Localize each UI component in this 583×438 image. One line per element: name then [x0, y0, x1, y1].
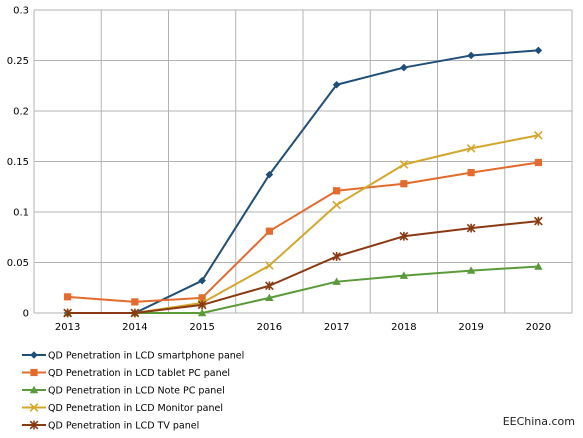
legend-marker	[29, 385, 39, 394]
legend-marker	[30, 368, 38, 377]
watermark: EEChina.com	[502, 415, 575, 428]
legend-marker	[29, 403, 39, 412]
x-tick-label: 2016	[257, 322, 282, 333]
data-point	[130, 308, 140, 318]
series-5	[63, 216, 543, 318]
data-point	[265, 261, 274, 270]
legend-marker	[29, 420, 39, 430]
data-point	[332, 200, 341, 210]
data-point	[534, 130, 543, 140]
data-point	[534, 158, 542, 167]
data-point	[131, 298, 139, 306]
data-point	[197, 308, 207, 317]
legend-label: QD Penetration in LCD Note PC panel	[48, 386, 225, 397]
data-point	[265, 227, 273, 235]
x-tick-label: 2017	[324, 322, 349, 333]
data-point	[534, 262, 543, 270]
data-point	[63, 308, 72, 318]
data-point	[466, 223, 476, 233]
data-point	[265, 281, 274, 291]
legend-item: QD Penetration in LCD TV panel	[22, 421, 199, 432]
data-point	[534, 216, 543, 226]
series-line	[67, 49, 539, 314]
legend: QD Penetration in LCD smartphone panel QD…	[22, 351, 244, 432]
y-tick-label: 0.1	[13, 208, 29, 219]
data-point	[198, 294, 206, 302]
legend-item: QD Penetration in LCD Note PC panel	[22, 386, 225, 397]
legend-label: QD Penetration in LCD Monitor panel	[48, 403, 223, 414]
y-tick-label: 0	[23, 309, 29, 320]
legend-item: QD Penetration in LCD tablet PC panel	[22, 368, 230, 379]
data-point	[400, 180, 408, 188]
data-point	[265, 170, 274, 179]
data-point	[399, 231, 409, 241]
x-tick-label: 2013	[55, 322, 80, 333]
series-line	[67, 220, 539, 314]
series-lines	[63, 46, 543, 318]
y-tick-label: 0.15	[7, 157, 29, 168]
data-point	[399, 271, 409, 279]
x-axis-ticks: 2013 2014 2015 2016 2017 2018 2019 2020	[55, 322, 551, 333]
data-point	[467, 169, 475, 177]
legend-marker	[30, 351, 38, 359]
data-point	[332, 252, 341, 261]
y-tick-label: 0.25	[7, 56, 29, 67]
gridlines	[33, 9, 573, 314]
data-point	[332, 277, 341, 285]
data-point	[466, 266, 476, 274]
x-tick-label: 2015	[189, 322, 214, 333]
y-tick-label: 0.3	[13, 6, 29, 17]
data-point	[534, 46, 543, 55]
data-point	[197, 300, 207, 310]
legend-item: QD Penetration in LCD smartphone panel	[22, 351, 244, 362]
legend-label: QD Penetration in LCD TV panel	[48, 421, 199, 432]
legend-label: QD Penetration in LCD tablet PC panel	[48, 368, 230, 379]
legend-item: QD Penetration in LCD Monitor panel	[22, 403, 223, 414]
x-tick-label: 2019	[458, 322, 483, 333]
data-point	[466, 144, 476, 153]
series-line	[67, 265, 539, 314]
x-tick-label: 2018	[391, 322, 416, 333]
y-tick-label: 0.05	[7, 258, 29, 269]
x-tick-label: 2020	[526, 322, 551, 333]
data-point	[399, 160, 409, 169]
series-2	[64, 158, 542, 306]
data-point	[332, 80, 341, 89]
data-point	[64, 293, 72, 301]
data-point	[198, 276, 206, 285]
x-tick-label: 2014	[122, 322, 147, 333]
y-tick-label: 0.2	[13, 107, 29, 118]
data-point	[265, 293, 274, 302]
data-point	[467, 51, 475, 60]
data-point	[333, 187, 341, 195]
series-line	[67, 161, 539, 303]
data-point	[400, 63, 408, 72]
legend-label: QD Penetration in LCD smartphone panel	[48, 351, 244, 362]
y-axis-ticks: 0 0.05 0.1 0.15 0.2 0.25 0.3	[7, 6, 29, 320]
